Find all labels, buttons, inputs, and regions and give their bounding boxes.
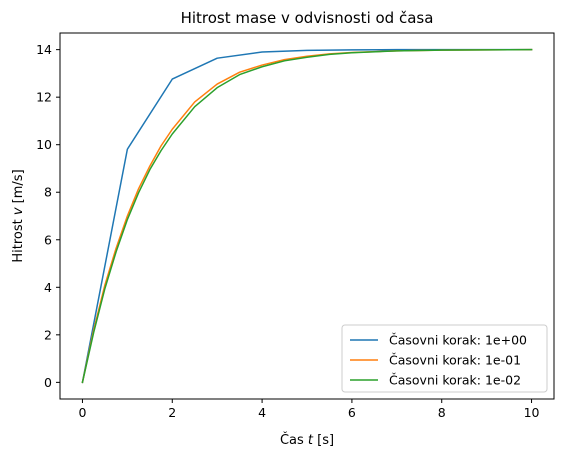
y-tick-label: 4 <box>44 280 52 295</box>
plot-area <box>81 48 533 384</box>
legend-label: Časovni korak: 1e-01 <box>389 353 521 368</box>
x-axis-label: Čas t [s] <box>280 432 334 448</box>
legend-label: Časovni korak: 1e-02 <box>389 373 521 388</box>
y-tick-label: 14 <box>36 42 52 57</box>
y-axis-label: Hitrost v [m/s] <box>11 169 26 262</box>
legend-box <box>341 324 548 393</box>
y-tick-label: 0 <box>44 375 52 390</box>
x-tick-label: 0 <box>78 405 86 420</box>
y-tick-label: 6 <box>44 232 52 247</box>
y-tick-label: 2 <box>44 327 52 342</box>
chart-title: Hitrost mase v odvisnosti od časa <box>181 9 434 27</box>
x-tick-label: 8 <box>438 405 446 420</box>
x-tick-label: 2 <box>168 405 176 420</box>
y-tick-label: 8 <box>44 185 52 200</box>
series-line-3 <box>81 48 533 384</box>
y-tick-label: 10 <box>36 137 52 152</box>
y-tick-label: 12 <box>36 90 52 105</box>
x-axis: 0 2 4 6 8 10 <box>78 399 540 420</box>
legend: Časovni korak: 1e+00 Časovni korak: 1e-01… <box>341 324 548 393</box>
y-axis: 0 2 4 6 8 10 12 14 <box>36 42 60 390</box>
legend-label: Časovni korak: 1e+00 <box>389 333 527 348</box>
x-tick-label: 4 <box>258 405 266 420</box>
x-tick-label: 6 <box>348 405 356 420</box>
plot-frame <box>59 32 555 400</box>
x-tick-label: 10 <box>524 405 540 420</box>
